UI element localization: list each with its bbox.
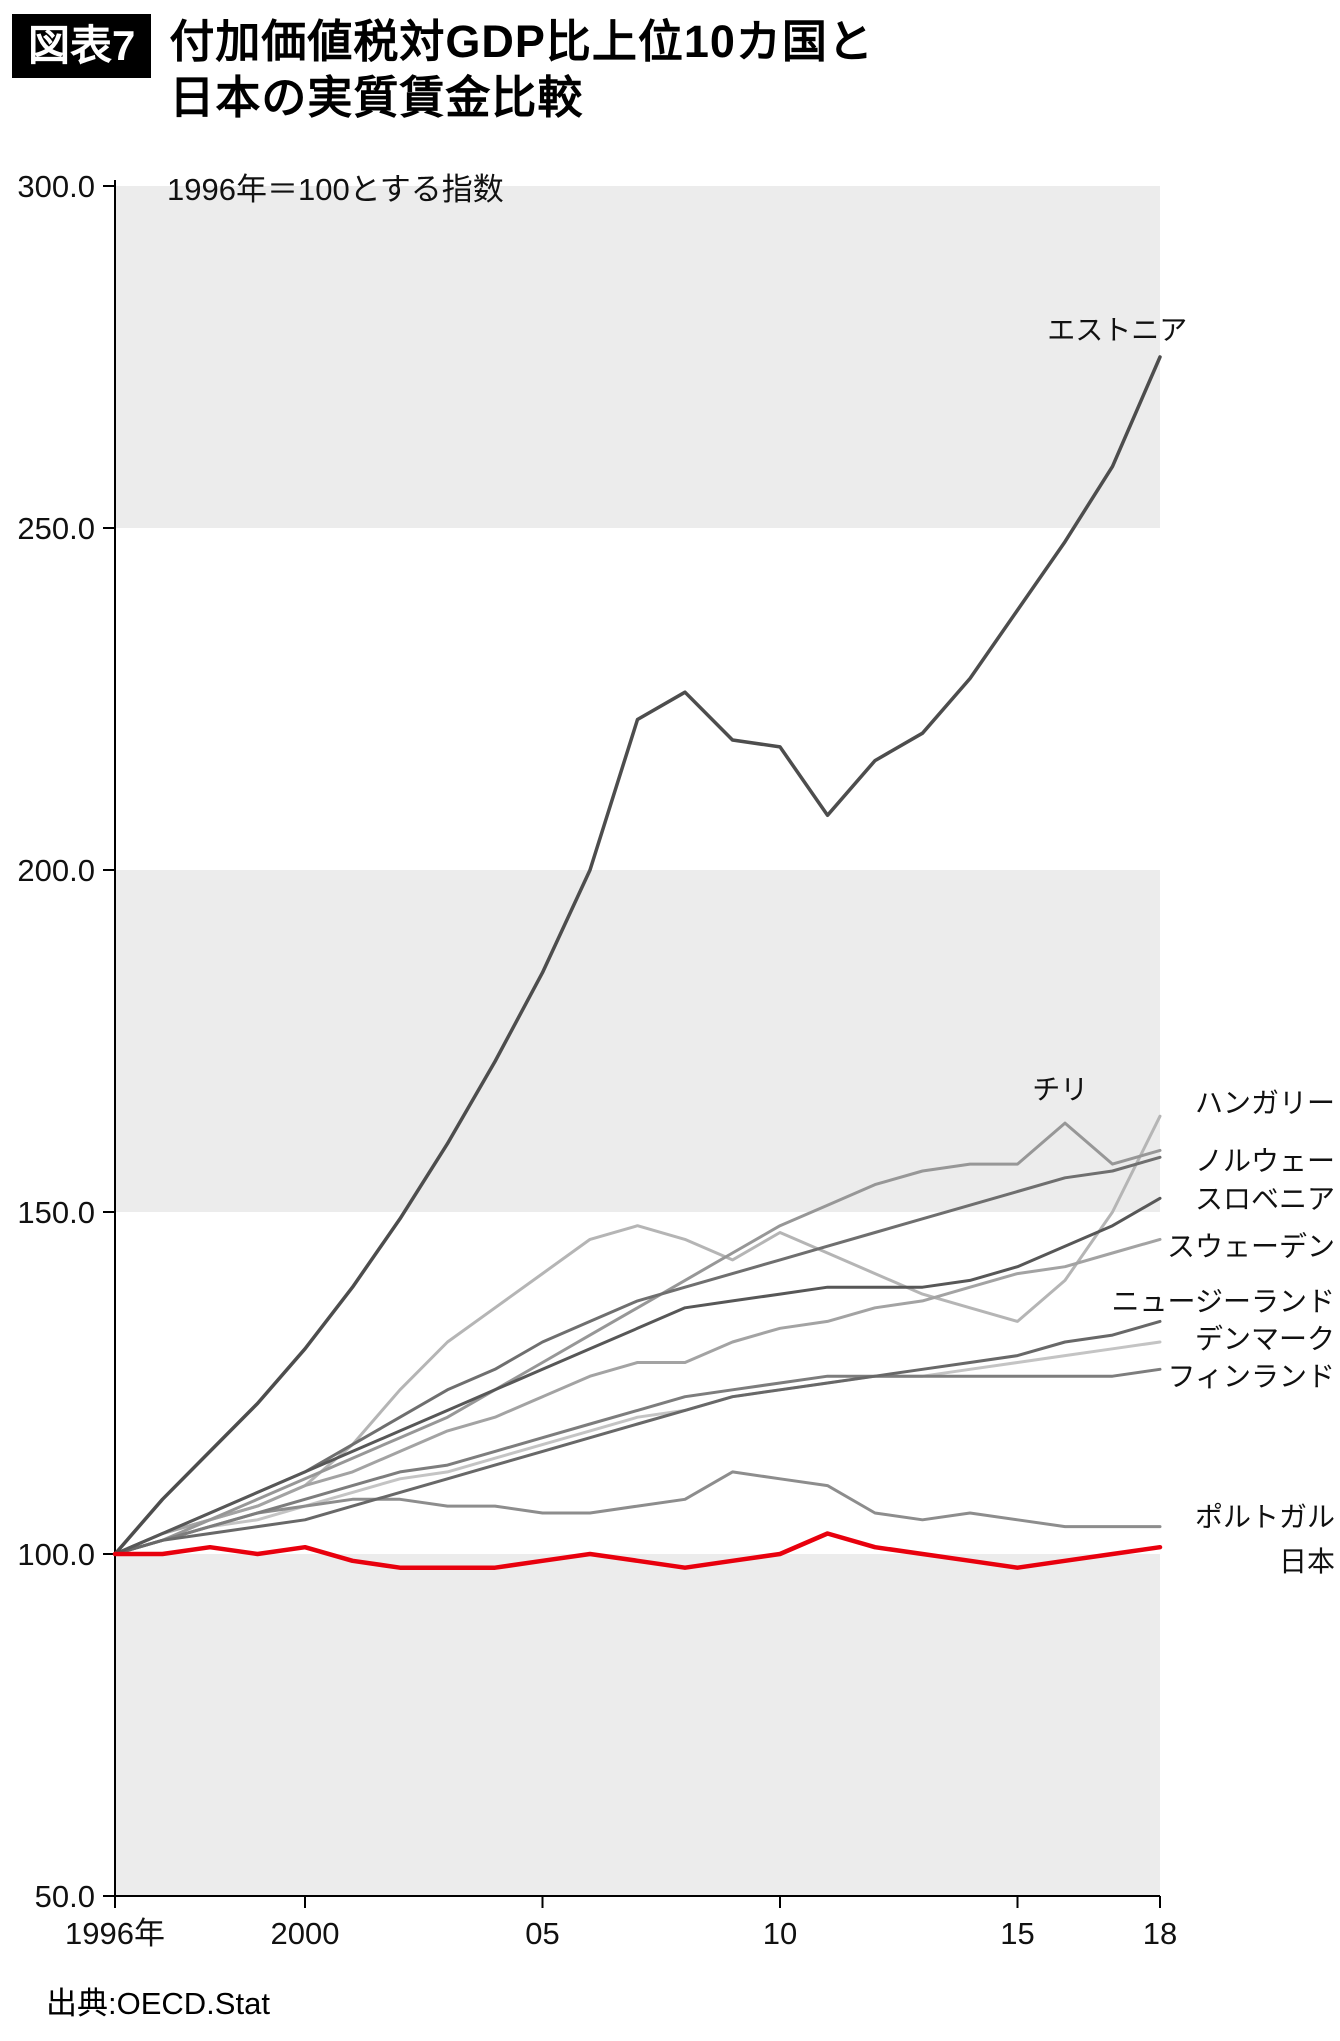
- series-line-8: [113, 1196, 1162, 1556]
- x-tick-label: 2000: [271, 1916, 340, 1951]
- series-label-6: ノルウェー: [1195, 1145, 1335, 1176]
- series-line-5: [113, 1367, 1162, 1556]
- series-line-7: [113, 1319, 1162, 1556]
- series-line-2: [113, 1237, 1162, 1556]
- index-annotation: 1996年＝100とする指数: [167, 172, 504, 207]
- series-line-10: [112, 1530, 1163, 1570]
- series-label-0: デンマーク: [1195, 1323, 1335, 1354]
- x-tick-label: 18: [1143, 1916, 1177, 1951]
- series-label-2: スウェーデン: [1167, 1231, 1335, 1262]
- y-tick-label: 250.0: [17, 511, 95, 546]
- source-note: 出典:OECD.Stat: [46, 1985, 270, 2021]
- y-tick-label: 300.0: [17, 169, 95, 204]
- series-label-9: エストニア: [1047, 314, 1187, 345]
- y-tick-label: 200.0: [17, 853, 95, 888]
- series-line-0: [113, 1340, 1162, 1556]
- series-label-1: ハンガリー: [1195, 1087, 1335, 1118]
- background-band: [115, 1553, 1160, 1896]
- y-tick-label: 150.0: [17, 1195, 95, 1230]
- series-label-3: チリ: [1032, 1073, 1088, 1104]
- figure-title: 付加価値税対GDP比上位10カ国と 日本の実質賃金比較: [169, 14, 874, 126]
- series-label-7: ニュージーランド: [1112, 1286, 1335, 1317]
- y-tick-label: 50.0: [35, 1879, 95, 1914]
- x-tick-label: 05: [525, 1916, 559, 1951]
- figure-badge: 図表7: [12, 14, 152, 79]
- series-label-10: 日本: [1279, 1545, 1335, 1576]
- background-band: [115, 869, 1160, 1212]
- series-label-5: フィンランド: [1168, 1361, 1335, 1392]
- figure-title-line2: 日本の実質賃金比較: [169, 71, 584, 123]
- y-tick-label: 100.0: [17, 1537, 95, 1572]
- background-band: [115, 185, 1160, 528]
- series-label-4: ポルトガル: [1195, 1501, 1335, 1532]
- x-tick-label: 1996年: [65, 1916, 165, 1951]
- figure-title-line1: 付加価値税対GDP比上位10カ国と: [169, 16, 874, 67]
- x-tick-label: 15: [1000, 1916, 1034, 1951]
- series-line-9: [113, 354, 1162, 1556]
- x-tick-label: 10: [763, 1916, 797, 1951]
- series-line-4: [113, 1469, 1162, 1556]
- series-label-8: スロベニア: [1195, 1183, 1335, 1214]
- series-line-3: [113, 1121, 1162, 1556]
- figure-header: 図表7 付加価値税対GDP比上位10カ国と 日本の実質賃金比較: [0, 0, 1340, 126]
